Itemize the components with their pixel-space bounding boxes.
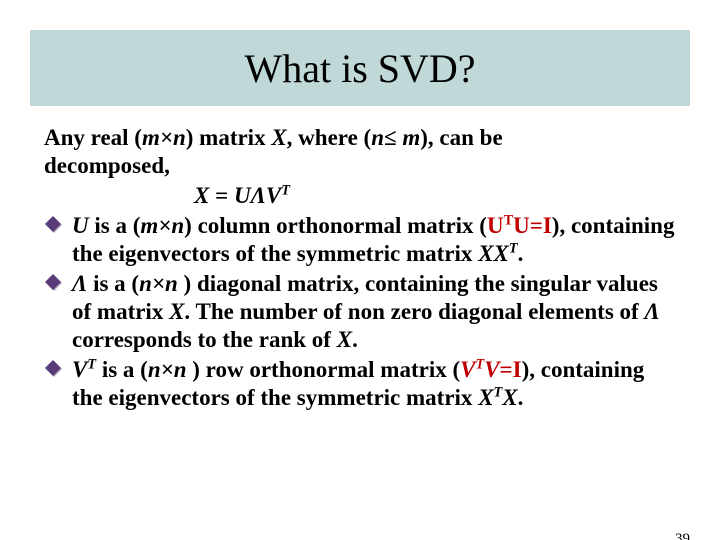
text: . [352,327,358,352]
var-nn: n×n [139,271,183,296]
slide-title: What is SVD? [244,45,475,92]
var-mn: m×n [142,125,186,150]
var-nn: n×n [148,357,192,382]
bullet-text: Λ is a (n×n ) diagonal matrix, containin… [72,270,676,354]
text: ) column orthonormal matrix ( [184,213,487,238]
text: decomposed, [44,153,170,178]
text: . [518,385,524,410]
var-mn: m×n [140,213,184,238]
var-Lambda: Λ [251,183,266,208]
var-X2: X [502,385,517,410]
red-V2: V [484,357,499,382]
text: is a ( [89,213,141,238]
bullet-item-U: U is a (m×n) column orthonormal matrix (… [44,212,676,268]
text: is a ( [87,271,139,296]
red-sup-T: T [504,212,514,228]
sup-T: T [281,182,290,198]
text: ) matrix [186,125,272,150]
var-X: X [194,183,209,208]
diamond-bullet-icon [44,356,72,378]
text: = [209,183,234,208]
sup-T: T [509,241,518,257]
text: is a ( [96,357,148,382]
var-XX: XX [478,241,509,266]
text: Any real ( [44,125,142,150]
bullet-text: U is a (m×n) column orthonormal matrix (… [72,212,676,268]
slide-content: Any real (m×n) matrix X, where (n≤ m), c… [0,106,720,412]
var-U: U [234,183,251,208]
intro-paragraph: Any real (m×n) matrix X, where (n≤ m), c… [44,124,676,180]
text: , where ( [287,125,372,150]
var-V: V [72,357,87,382]
var-m: m [402,125,420,150]
bullet-item-Lambda: Λ is a (n×n ) diagonal matrix, containin… [44,270,676,354]
sup-T: T [494,385,503,401]
sup-T: T [87,357,96,373]
var-U: U [72,213,89,238]
bullet-item-V: VT is a (n×n ) row orthonormal matrix (V… [44,356,676,412]
text: ) row orthonormal matrix ( [192,357,460,382]
var-Lambda: Λ [644,299,659,324]
var-V: V [266,183,281,208]
bullet-text: VT is a (n×n ) row orthonormal matrix (V… [72,356,676,412]
var-Lambda: Λ [72,271,87,296]
decomposition-formula: X = UΛVT [44,182,676,210]
text: ≤ [384,125,402,150]
red-UeqI: U=I [513,213,552,238]
red-eqI: =I [500,357,522,382]
diamond-bullet-icon [44,270,72,292]
text: ), can be [420,125,502,150]
var-X: X [478,385,493,410]
diamond-bullet-icon [44,212,72,234]
red-U: U [487,213,504,238]
var-X: X [337,327,352,352]
var-X: X [271,125,286,150]
red-V: V [460,357,475,382]
text: . [518,241,524,266]
var-X: X [169,299,184,324]
var-n: n [371,125,384,150]
page-number: 39 [675,531,690,540]
text: corresponds to the rank of [72,327,337,352]
text: . The number of non zero diagonal elemen… [184,299,644,324]
title-bar: What is SVD? [30,30,690,106]
red-sup-T: T [475,357,484,373]
